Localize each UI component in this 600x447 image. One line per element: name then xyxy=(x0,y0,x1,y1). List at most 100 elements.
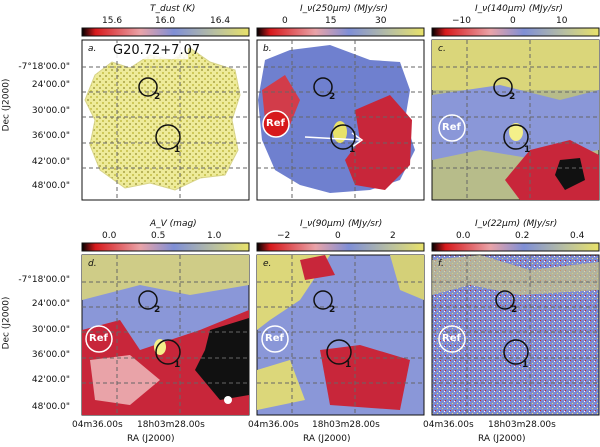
cb-tick-d-1: 0.5 xyxy=(151,231,166,241)
panel-d xyxy=(81,254,250,416)
cb-tick-e-1: 0 xyxy=(335,231,341,241)
y-tick-top-0: -7°18'00.0" xyxy=(18,62,70,72)
colorbar-f xyxy=(431,242,600,252)
panel-b-target-1 xyxy=(330,124,356,150)
cb-tick-b-1: 15 xyxy=(325,16,337,26)
cb-tick-b-2: 30 xyxy=(375,16,387,26)
panel-d-black xyxy=(195,318,249,400)
panel-c-black-spot xyxy=(555,158,585,190)
panel-e-target-2 xyxy=(313,290,333,310)
cb-title-c: I_ν(140μm) (MJy/sr) xyxy=(475,4,563,14)
panel-c-letter: c. xyxy=(438,44,446,54)
panel-d-core xyxy=(154,339,166,355)
panel-a-target-1 xyxy=(155,124,181,150)
cb-tick-c-0: −10 xyxy=(452,16,471,26)
panel-a-map xyxy=(84,47,241,191)
y-tick-top-3: 36'00.0" xyxy=(31,131,70,141)
y-tick-top-4: 42'00.0" xyxy=(31,157,70,167)
cb-tick-a-2: 16.4 xyxy=(210,16,231,26)
panel-b-label-1: 1 xyxy=(349,145,356,155)
y-tick-bottom-3: 36'00.0" xyxy=(31,350,70,360)
panel-e-red-left xyxy=(300,255,335,280)
panel-c-core xyxy=(509,123,523,141)
x-tick-f-0: 04m36.00s xyxy=(423,420,474,430)
panel-e-target-1 xyxy=(326,339,352,365)
cb-tick-b-0: 0 xyxy=(282,16,288,26)
panel-a-title: G20.72+7.07 xyxy=(113,43,201,58)
colorbar-a xyxy=(81,27,250,37)
panel-e-label-2: 2 xyxy=(329,305,336,315)
panel-c-ref-label: Ref xyxy=(442,122,461,133)
x-axis-title-f: RA (J2000) xyxy=(478,434,526,444)
panel-f-ref-label: Ref xyxy=(442,333,461,344)
panel-a-target-2 xyxy=(138,77,158,97)
panel-d-ref-circle xyxy=(85,325,113,353)
panel-d-white-dot xyxy=(224,396,232,404)
panel-e-letter: e. xyxy=(263,259,272,269)
y-tick-bottom-1: 24'00.0" xyxy=(31,299,70,309)
panel-c-target-2 xyxy=(493,77,513,97)
panel-b xyxy=(256,39,425,201)
cb-tick-a-1: 16.0 xyxy=(155,16,176,26)
cb-tick-f-2: 0.4 xyxy=(570,231,585,241)
cb-tick-f-0: 0.0 xyxy=(456,231,471,241)
y-tick-top-5: 48'00.0" xyxy=(31,181,70,191)
panel-b-label-2: 2 xyxy=(329,92,336,102)
y-tick-bottom-2: 30'00.0" xyxy=(31,325,70,335)
cb-title-f: I_ν(22μm) (MJy/sr) xyxy=(475,219,558,229)
panel-e-ref-label: Ref xyxy=(265,333,284,344)
colorbar-b xyxy=(256,27,425,37)
panel-d-label-1: 1 xyxy=(174,360,181,370)
panel-f-letter: f. xyxy=(438,259,444,269)
panel-a xyxy=(81,39,250,201)
cb-tick-e-2: 2 xyxy=(390,231,396,241)
x-tick-e-0: 04m36.00s xyxy=(248,420,299,430)
panel-e xyxy=(256,254,425,416)
panel-f-ref-circle xyxy=(438,325,466,353)
panel-c-red-band xyxy=(505,140,599,200)
panel-f-label-2: 2 xyxy=(511,305,518,315)
y-tick-bottom-0: -7°18'00.0" xyxy=(18,275,70,285)
y-tick-bottom-5: 48'00.0" xyxy=(31,402,70,412)
panel-e-label-1: 1 xyxy=(345,360,352,370)
panel-d-yellow xyxy=(82,255,249,300)
cb-title-e: I_ν(90μm) (MJy/sr) xyxy=(300,219,383,229)
colorbar-d xyxy=(81,242,250,252)
panel-d-target-2 xyxy=(138,290,158,310)
panel-d-ref-label: Ref xyxy=(89,333,108,344)
panel-c xyxy=(431,39,600,201)
panel-f xyxy=(431,254,600,416)
panel-a-label-2: 2 xyxy=(154,92,161,102)
x-axis-title-e: RA (J2000) xyxy=(303,434,351,444)
panel-b-target-2 xyxy=(313,77,333,97)
cb-title-a: T_dust (K) xyxy=(150,4,196,14)
x-tick-d-1: 18h03m28.00s xyxy=(137,420,205,430)
panel-f-target-2 xyxy=(495,290,515,310)
panel-f-label-1: 1 xyxy=(522,360,529,370)
cb-tick-e-0: −2 xyxy=(277,231,291,241)
panel-c-label-1: 1 xyxy=(524,145,531,155)
panel-b-ref-circle xyxy=(262,110,290,138)
x-tick-d-0: 04m36.00s xyxy=(72,420,123,430)
cb-tick-f-1: 0.2 xyxy=(515,231,530,241)
y-tick-top-2: 30'00.0" xyxy=(31,106,70,116)
panel-f-target-1 xyxy=(503,339,529,365)
cb-tick-c-1: 0 xyxy=(510,16,516,26)
panel-d-pink xyxy=(90,355,160,405)
colorbar-e xyxy=(256,242,425,252)
panel-b-arrow-shaft xyxy=(304,136,361,141)
panel-b-ref-label: Ref xyxy=(266,118,285,129)
y-tick-top-1: 24'00.0" xyxy=(31,80,70,90)
cb-tick-a-0: 15.6 xyxy=(102,16,123,26)
panel-e-red xyxy=(320,345,410,410)
cb-tick-d-2: 1.0 xyxy=(207,231,222,241)
panel-c-blue-band xyxy=(432,85,599,160)
panel-c-bg-yellow xyxy=(432,40,599,90)
panel-e-yellow-bottom xyxy=(257,360,305,410)
colorbar-c xyxy=(431,27,600,37)
cb-title-d: A_V (mag) xyxy=(150,219,197,229)
panel-d-label-2: 2 xyxy=(154,305,161,315)
panel-d-letter: d. xyxy=(88,259,97,269)
cb-tick-d-0: 0.0 xyxy=(102,231,117,241)
